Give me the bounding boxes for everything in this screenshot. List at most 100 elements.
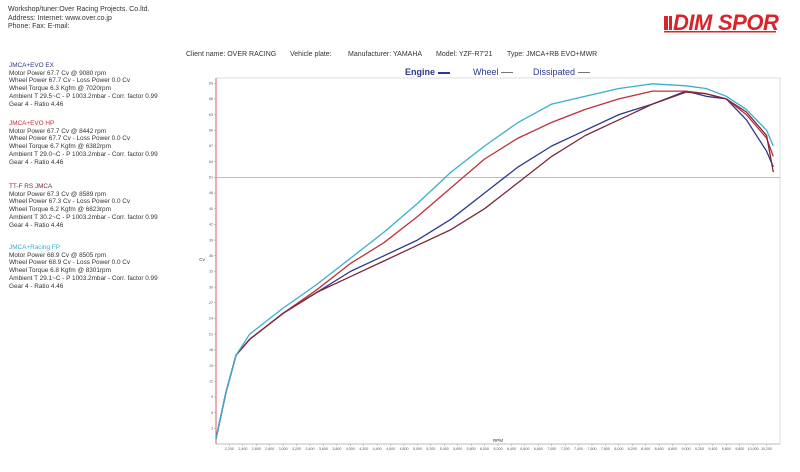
y-tick-label: 30: [209, 285, 213, 289]
y-tick-label: 45: [209, 207, 213, 211]
run-block-2: JMCA+EVO HP Motor Power 67.7 Cv @ 8442 r…: [9, 120, 158, 166]
y-tick-label: 36: [209, 254, 213, 258]
x-tick-label: 4,400: [373, 447, 382, 451]
run-line: Gear 4 - Ratio 4.46: [9, 282, 64, 290]
run-line: Ambient T 29.5~C - P 1003.2mbar - Corr. …: [9, 92, 158, 100]
plot-area: [215, 77, 781, 445]
y-tick-label: 9: [211, 395, 213, 399]
run-line: Ambient T 29.0~C - P 1003.2mbar - Corr. …: [9, 150, 158, 158]
legend-engine-swatch: [437, 71, 450, 74]
run-line: Gear 4 - Ratio 4.46: [9, 158, 64, 166]
run-line: Wheel Torque 6.3 Kgfm @ 7020rpm: [9, 85, 111, 93]
x-tick-label: 9,600: [722, 447, 731, 451]
run-line: Ambient T 29.1~C - P 1003.2mbar - Corr. …: [9, 274, 158, 282]
legend-wheel-label: Wheel: [473, 67, 499, 77]
y-tick-label: 57: [209, 144, 213, 148]
x-tick-label: 7,800: [601, 447, 610, 451]
x-tick-label: 9,800: [735, 447, 744, 451]
x-tick-label: 7,400: [574, 447, 583, 451]
x-tick-label: 6,800: [534, 447, 543, 451]
type: Type: JMCA+RB EVO+MWR: [507, 51, 598, 58]
run-line: Gear 4 - Ratio 4.46: [9, 221, 64, 229]
legend-wheel: Wheel: [473, 67, 514, 77]
run-name: JMCA+EVO HP: [9, 120, 55, 127]
run-line: Wheel Torque 6.2 Kgfm @ 6823rpm: [9, 206, 111, 214]
x-tick-label: 2,800: [265, 447, 274, 451]
x-tick-label: 3,000: [279, 447, 288, 451]
y-tick-label: 18: [209, 348, 213, 352]
x-tick-label: 5,000: [413, 447, 422, 451]
x-tick-label: 10,200: [761, 447, 772, 451]
x-tick-label: 3,600: [319, 447, 328, 451]
series-line: [215, 83, 774, 439]
x-tick-label: 4,000: [346, 447, 355, 451]
x-tick-label: 4,800: [400, 447, 409, 451]
legend-engine: Engine: [405, 67, 450, 77]
y-tick-label: 69: [209, 81, 213, 85]
run-line: Wheel Power 68.9 Cv - Loss Power 0.0 Cv: [9, 259, 131, 267]
y-tick-label: 21: [209, 332, 213, 336]
y-tick-label: 60: [209, 128, 213, 132]
y-tick-label: 51: [209, 176, 213, 180]
x-tick-label: 2,200: [225, 447, 234, 451]
y-tick-label: 39: [209, 238, 213, 242]
y-tick-label: 54: [209, 160, 213, 164]
x-tick-label: 8,600: [655, 447, 664, 451]
x-tick-label: 4,200: [359, 447, 368, 451]
series-line: [215, 91, 774, 439]
run-block-4: JMCA+Racing FP Motor Power 68.9 Cv @ 850…: [9, 244, 158, 290]
run-line: Motor Power 67.7 Cv @ 8442 rpm: [9, 127, 107, 135]
x-tick-label: 7,200: [561, 447, 570, 451]
model: Model: YZF-R7'21: [436, 51, 493, 58]
x-axis-title: RPM: [493, 438, 503, 443]
x-tick-label: 2,400: [238, 447, 247, 451]
run-block-1: JMCA+EVO EX Motor Power 67.7 Cv @ 9080 r…: [9, 62, 158, 108]
vehicle-plate: Vehicle plate:: [290, 51, 332, 58]
client-name: Client name: OVER RACING: [186, 51, 277, 58]
y-tick-label: 66: [209, 97, 213, 101]
run-line: Motor Power 68.9 Cv @ 8505 rpm: [9, 251, 107, 259]
address-line: Address: Internet: www.over.co.jp: [8, 14, 112, 22]
run-line: Wheel Power 67.7 Cv - Loss Power 0.0 Cv: [9, 77, 131, 85]
run-name: JMCA+Racing FP: [9, 244, 60, 251]
run-line: Ambient T 30.2~C - P 1003.2mbar - Corr. …: [9, 213, 158, 221]
workshop-line: Workshop/tuner:Over Racing Projects. Co.…: [8, 6, 150, 13]
legend-wheel-swatch: [501, 72, 514, 74]
x-tick-label: 3,800: [332, 447, 341, 451]
x-tick-label: 5,200: [426, 447, 435, 451]
x-tick-label: 3,400: [306, 447, 315, 451]
y-tick-label: 15: [209, 364, 213, 368]
y-tick-label: 42: [209, 223, 213, 227]
x-tick-label: 10,000: [748, 447, 759, 451]
legend-engine-label: Engine: [405, 67, 436, 77]
run-line: Wheel Torque 6.8 Kgfm @ 8301rpm: [9, 267, 111, 275]
run-name: TT-F RS JMCA: [9, 183, 53, 190]
run-line: Wheel Power 67.3 Cv - Loss Power 0.0 Cv: [9, 198, 131, 206]
y-tick-label: 3: [211, 427, 213, 431]
x-tick-label: 9,000: [682, 447, 691, 451]
x-tick-label: 6,200: [494, 447, 503, 451]
y-tick-label: 6: [211, 411, 213, 415]
x-tick-label: 8,000: [614, 447, 623, 451]
x-tick-label: 7,000: [547, 447, 556, 451]
y-tick-label: 27: [209, 301, 213, 305]
run-line: Wheel Torque 6.7 Kgfm @ 6382rpm: [9, 143, 111, 151]
run-line: Wheel Power 67.7 Cv - Loss Power 0.0 Cv: [9, 135, 131, 143]
x-tick-label: 6,400: [507, 447, 516, 451]
x-tick-label: 8,400: [641, 447, 650, 451]
y-tick-label: 33: [209, 270, 213, 274]
run-block-3: TT-F RS JMCA Motor Power 67.3 Cv @ 8589 …: [9, 183, 158, 229]
x-tick-label: 7,600: [588, 447, 597, 451]
y-axis-title: Cv: [199, 257, 205, 262]
workshop-header: Workshop/tuner:Over Racing Projects. Co.…: [8, 6, 149, 32]
run-line: Gear 4 - Ratio 4.46: [9, 100, 64, 108]
x-tick-label: 6,600: [520, 447, 529, 451]
y-tick-label: 63: [209, 113, 213, 117]
run-line: Motor Power 67.3 Cv @ 8589 rpm: [9, 190, 107, 198]
run-line: Motor Power 67.7 Cv @ 9080 rpm: [9, 69, 107, 77]
x-tick-label: 8,800: [668, 447, 677, 451]
x-tick-label: 9,400: [708, 447, 717, 451]
phone-line: Phone: Fax: E-mail:: [8, 23, 70, 30]
x-tick-label: 8,200: [628, 447, 637, 451]
